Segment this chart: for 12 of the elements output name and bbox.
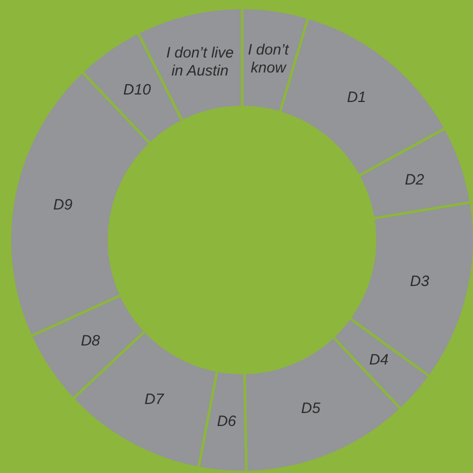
slice-label: D3 bbox=[410, 273, 430, 290]
slice-label: D6 bbox=[216, 412, 237, 430]
slice-label: D2 bbox=[404, 171, 425, 188]
slice-label: I don’t know bbox=[248, 41, 290, 76]
slice-label: D7 bbox=[144, 390, 164, 408]
slice-label: D1 bbox=[346, 88, 366, 106]
slice-label: D10 bbox=[123, 82, 152, 99]
slice-label: D5 bbox=[301, 400, 322, 418]
slice-label: D9 bbox=[53, 196, 74, 214]
slice-label: D8 bbox=[80, 332, 101, 350]
slice-label: D4 bbox=[369, 352, 388, 369]
slice-label: I don’t live in Austin bbox=[166, 44, 234, 80]
